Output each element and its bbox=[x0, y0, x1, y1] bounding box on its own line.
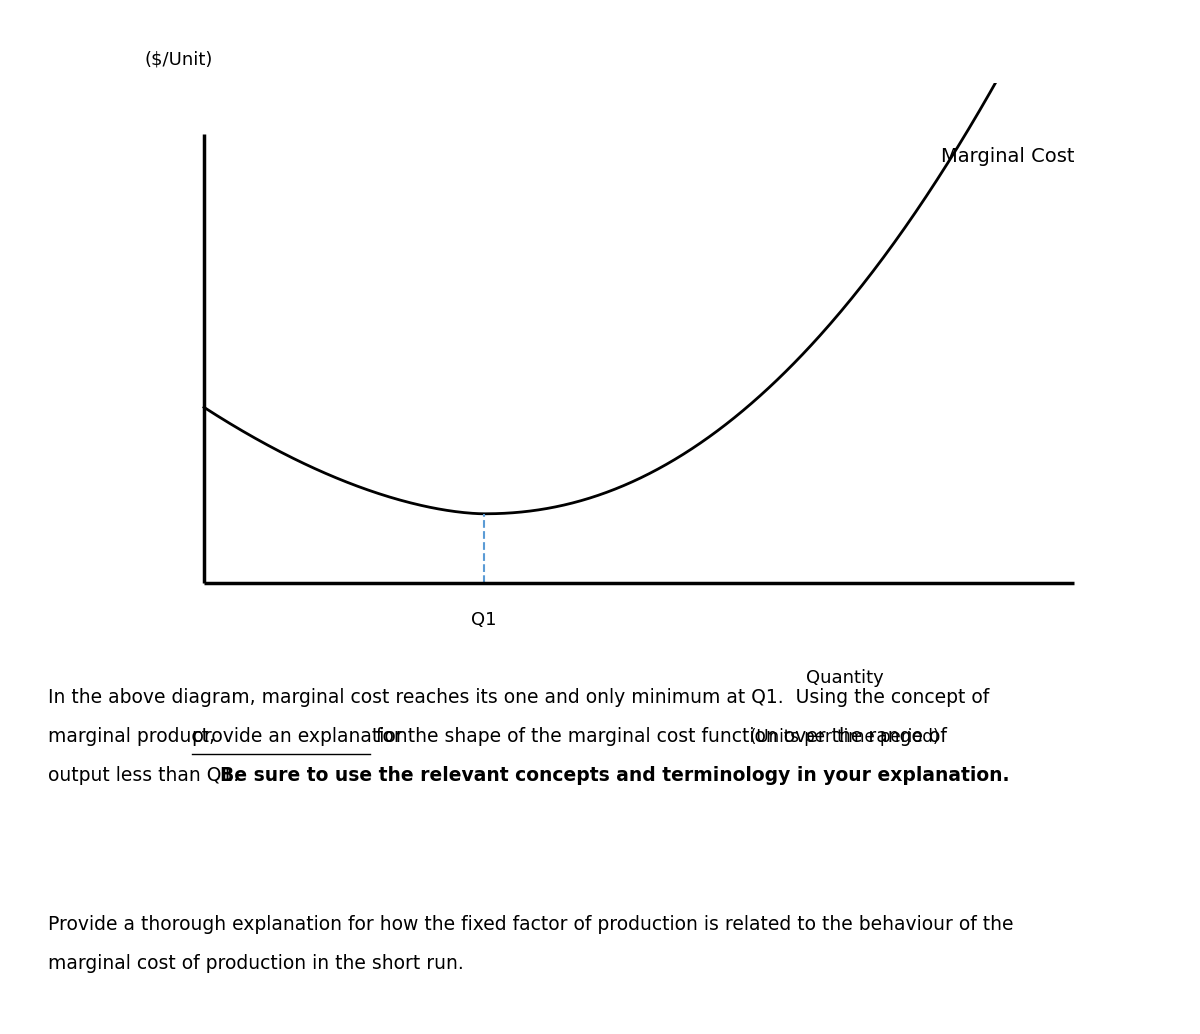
Text: ($/Unit): ($/Unit) bbox=[144, 51, 212, 68]
Text: Marginal Cost: Marginal Cost bbox=[941, 147, 1074, 166]
Text: Be sure to use the relevant concepts and terminology in your explanation.: Be sure to use the relevant concepts and… bbox=[220, 766, 1009, 785]
Text: output less than Q1.: output less than Q1. bbox=[48, 766, 251, 785]
Text: for the shape of the marginal cost function over the range of: for the shape of the marginal cost funct… bbox=[370, 727, 947, 746]
Text: Quantity: Quantity bbox=[806, 669, 883, 687]
Text: marginal cost of production in the short run.: marginal cost of production in the short… bbox=[48, 954, 463, 973]
Text: marginal product,: marginal product, bbox=[48, 727, 221, 746]
Text: In the above diagram, marginal cost reaches its one and only minimum at Q1.  Usi: In the above diagram, marginal cost reac… bbox=[48, 688, 989, 706]
Text: provide an explanation: provide an explanation bbox=[192, 727, 408, 746]
Text: (Units per time period): (Units per time period) bbox=[750, 728, 940, 746]
Text: Provide a thorough explanation for how the fixed factor of production is related: Provide a thorough explanation for how t… bbox=[48, 915, 1014, 934]
Text: Q1: Q1 bbox=[472, 611, 497, 629]
